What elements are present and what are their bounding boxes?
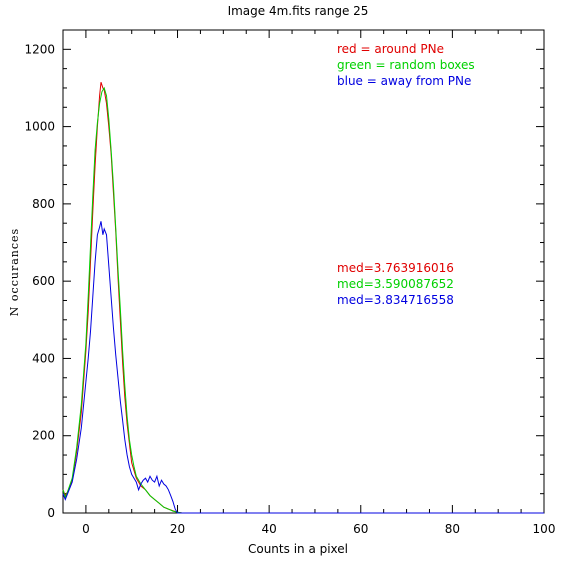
median-label: med=3.763916016 [337, 261, 454, 275]
axis-ticks [62, 30, 545, 514]
median-label: med=3.590087652 [337, 277, 454, 291]
y-tick-label: 0 [47, 506, 55, 520]
blue-series-line [62, 221, 544, 514]
x-tick-label: 100 [533, 522, 556, 536]
x-axis-label: Counts in a pixel [248, 542, 348, 556]
y-tick-labels: 0 200 400 600 800 1000 1200 [24, 42, 55, 520]
red-series-line [62, 82, 544, 514]
data-series [62, 82, 544, 514]
x-tick-label: 0 [82, 522, 90, 536]
legend-entry: red = around PNe [337, 42, 444, 56]
y-tick-label: 800 [32, 197, 55, 211]
legend: red = around PNe green = random boxes blue… [337, 42, 475, 88]
median-annotations: med=3.763916016 med=3.590087652 med=3.8347… [337, 261, 454, 307]
legend-entry: blue = away from PNe [337, 74, 471, 88]
y-tick-label: 1200 [24, 42, 55, 56]
chart-title: Image 4m.fits range 25 [228, 4, 369, 18]
y-tick-label: 600 [32, 274, 55, 288]
median-label: med=3.834716558 [337, 293, 454, 307]
x-tick-label: 40 [262, 522, 277, 536]
x-tick-label: 80 [445, 522, 460, 536]
legend-entry: green = random boxes [337, 58, 475, 72]
x-tick-label: 20 [170, 522, 185, 536]
green-series-line [62, 86, 544, 514]
y-tick-label: 400 [32, 351, 55, 365]
y-axis-label: N occurances [8, 228, 21, 316]
plot-frame [62, 29, 545, 514]
x-tick-label: 60 [353, 522, 368, 536]
y-tick-label: 1000 [24, 120, 55, 134]
x-tick-labels: 0 20 40 60 80 100 [82, 522, 555, 536]
y-tick-label: 200 [32, 429, 55, 443]
